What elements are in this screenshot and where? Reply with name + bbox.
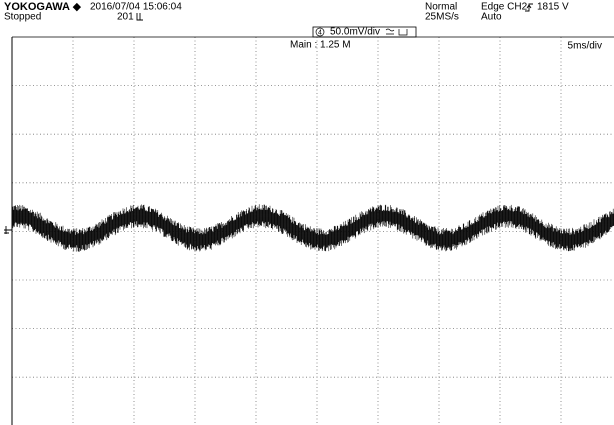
acq-icon <box>136 13 143 21</box>
acq-count: 201 <box>117 12 134 23</box>
trigger-level: 1815 V <box>537 2 569 13</box>
channel-scale: 50.0mV/div <box>330 27 380 38</box>
status: Stopped <box>4 12 41 23</box>
trigger-source: Edge CH2 <box>481 2 528 13</box>
brand: YOKOGAWA ◆ <box>4 1 82 13</box>
slope-icon <box>525 3 533 12</box>
coupling-icon <box>385 28 408 36</box>
timebase: 5ms/div <box>568 41 602 52</box>
record-length: Main : 1.25 M <box>290 40 351 51</box>
datetime: 2016/07/04 15:06:04 <box>90 2 182 13</box>
sample-rate: 25MS/s <box>425 12 459 23</box>
ground-marker <box>4 226 12 234</box>
acq-mode: Normal <box>425 2 457 13</box>
graticule <box>12 37 614 425</box>
channel-number: 4 <box>318 29 322 36</box>
waveform <box>11 204 614 252</box>
channel-circle <box>315 27 325 37</box>
trigger-mode: Auto <box>481 12 502 23</box>
